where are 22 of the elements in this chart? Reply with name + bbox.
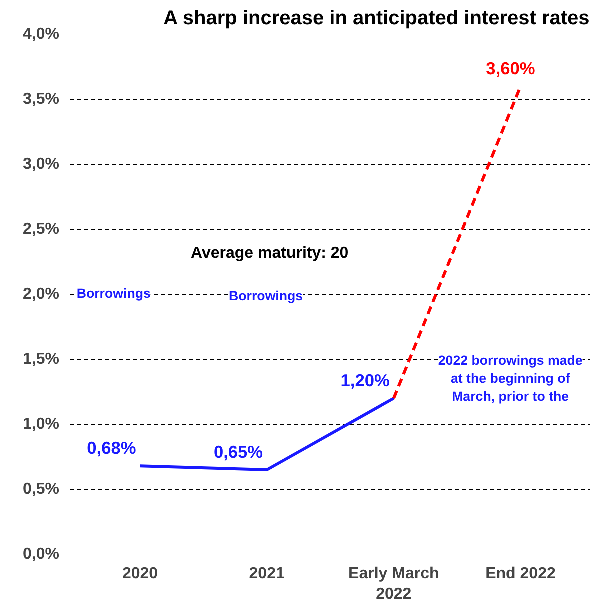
annotation: 2022 borrowings made at the beginning of March, prior to the [438,353,583,404]
data-label: 3,60% [486,58,536,78]
y-tick-label: 0,5% [23,481,60,498]
data-label: 1,20% [340,370,390,390]
annotation: Borrowings [229,288,304,304]
data-label: 0,65% [214,442,264,462]
x-tick-label: Early March 2022 [348,566,440,603]
data-label: 0,68% [87,438,136,458]
y-tick-label: 2,0% [23,286,60,303]
y-tick-label: 2,5% [23,221,60,238]
y-tick-label: 1,0% [23,416,60,433]
y-tick-label: 1,5% [23,351,60,368]
y-tick-label: 3,0% [23,156,60,173]
y-tick-label: 3,5% [23,91,60,108]
annotation: Average maturity: 20 [190,245,349,262]
x-tick-label: 2020 [122,566,158,582]
x-tick-label: 2021 [249,566,285,582]
y-tick-label: 0,0% [23,546,60,563]
x-tick-label: End 2022 [486,566,556,582]
chart-title: A sharp increase in anticipated interest rates [164,8,590,30]
y-tick-label: 4,0% [23,26,60,43]
annotation: Borrowings [76,286,151,301]
